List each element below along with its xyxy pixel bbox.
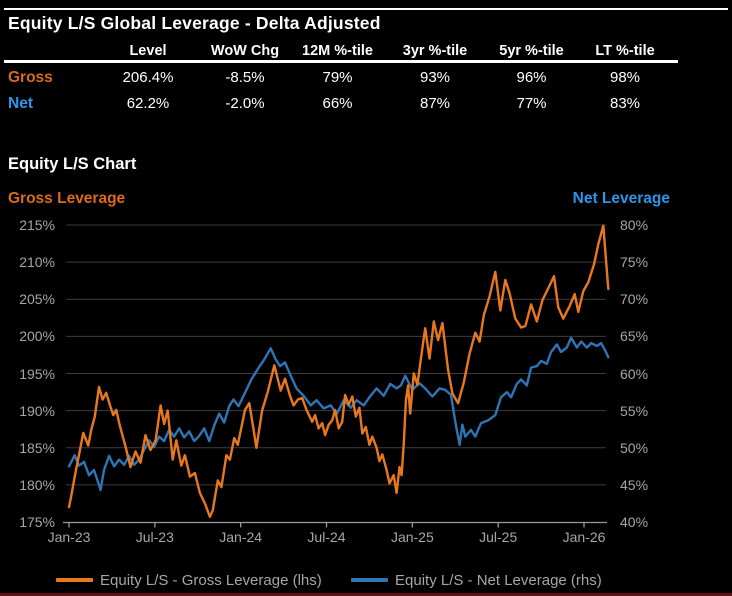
table-row-net: Net 62.2% -2.0% 66% 87% 77% 83%	[0, 93, 672, 114]
net-12m-ptile-value: 66%	[322, 95, 353, 112]
bottom-accent-bar	[0, 593, 732, 596]
legend-item-net: Equity L/S - Net Leverage (rhs)	[351, 571, 602, 589]
gross-leverage-line	[67, 224, 610, 518]
net-3yr-ptile-value: 87%	[419, 95, 451, 112]
x-axis-label-Jan-26: Jan-26	[562, 529, 606, 545]
x-axis-label-Jan-23: Jan-23	[47, 529, 91, 545]
x-axis-label-Jul-25: Jul-25	[479, 529, 518, 545]
x-axis-label-Jan-25: Jan-25	[390, 529, 434, 545]
left-axis-tick-175: 175%	[19, 514, 55, 530]
page-title: Equity L/S Global Leverage - Delta Adjus…	[8, 13, 381, 33]
right-axis-tick-80: 80%	[620, 217, 649, 233]
gross-5yr-ptile-value: 96%	[516, 69, 547, 86]
left-axis-tick-180: 180%	[19, 476, 55, 493]
gross-legend-label: Equity L/S - Gross Leverage (lhs)	[100, 571, 322, 589]
left-axis-tick-185: 185%	[19, 439, 55, 456]
table-header-row: Level WoW Chg 12M %-tile 3yr %-tile 5yr …	[0, 42, 672, 59]
net-lt-ptile-value: 83%	[609, 95, 641, 112]
net-5yr-ptile-value: 77%	[516, 95, 547, 112]
right-axis-tick-40: 40%	[620, 514, 649, 530]
table-header-rule	[4, 60, 678, 63]
net-row-label: Net	[8, 94, 33, 112]
gross-line-swatch	[56, 578, 93, 582]
gross-3yr-ptile-value: 93%	[419, 69, 451, 86]
right-axis-tick-50: 50%	[620, 439, 649, 456]
left-axis-tick-215: 215%	[19, 217, 55, 233]
col-header-12m-ptile: 12M %-tile	[302, 42, 373, 59]
x-axis-label-Jan-24: Jan-24	[219, 529, 263, 545]
left-axis-tick-190: 190%	[19, 402, 55, 419]
x-axis-label-Jul-24: Jul-24	[307, 529, 346, 545]
right-axis-tick-75: 75%	[620, 254, 649, 271]
left-axis-tick-205: 205%	[19, 291, 55, 308]
net-leverage-line	[67, 336, 610, 492]
table-row-gross: Gross 206.4% -8.5% 79% 93% 96% 98%	[0, 67, 672, 88]
right-axis-tick-55: 55%	[620, 402, 649, 419]
right-axis-tick-70: 70%	[620, 291, 649, 308]
legend-item-gross: Equity L/S - Gross Leverage (lhs)	[56, 571, 322, 589]
chart-section-title: Equity L/S Chart	[8, 155, 137, 173]
left-axis-tick-210: 210%	[19, 254, 55, 271]
x-axis-label-Jul-23: Jul-23	[135, 529, 174, 545]
right-axis-tick-60: 60%	[620, 365, 649, 382]
gross-level-value: 206.4%	[122, 69, 174, 86]
col-header-5yr-ptile: 5yr %-tile	[499, 42, 564, 59]
col-header-3yr-ptile: 3yr %-tile	[402, 42, 468, 59]
right-axis-tick-45: 45%	[620, 476, 649, 493]
net-leverage-axis-header: Net Leverage	[572, 190, 670, 207]
top-divider	[4, 8, 728, 10]
net-level-value: 62.2%	[126, 95, 170, 112]
col-header-level: Level	[129, 42, 167, 59]
gross-lt-ptile-value: 98%	[609, 69, 641, 86]
col-header-lt-ptile: LT %-tile	[595, 42, 655, 59]
net-line-swatch	[351, 578, 388, 582]
gross-leverage-axis-header: Gross Leverage	[8, 190, 126, 207]
right-axis-tick-65: 65%	[620, 328, 649, 345]
gross-row-label: Gross	[8, 68, 53, 86]
col-header-wow-chg: WoW Chg	[210, 42, 280, 59]
left-axis-tick-195: 195%	[19, 365, 55, 382]
gross-wow-value: -8.5%	[225, 69, 265, 86]
left-axis-tick-200: 200%	[19, 328, 55, 345]
net-wow-value: -2.0%	[225, 95, 265, 112]
net-legend-label: Equity L/S - Net Leverage (rhs)	[395, 571, 602, 589]
gross-12m-ptile-value: 79%	[322, 69, 353, 86]
